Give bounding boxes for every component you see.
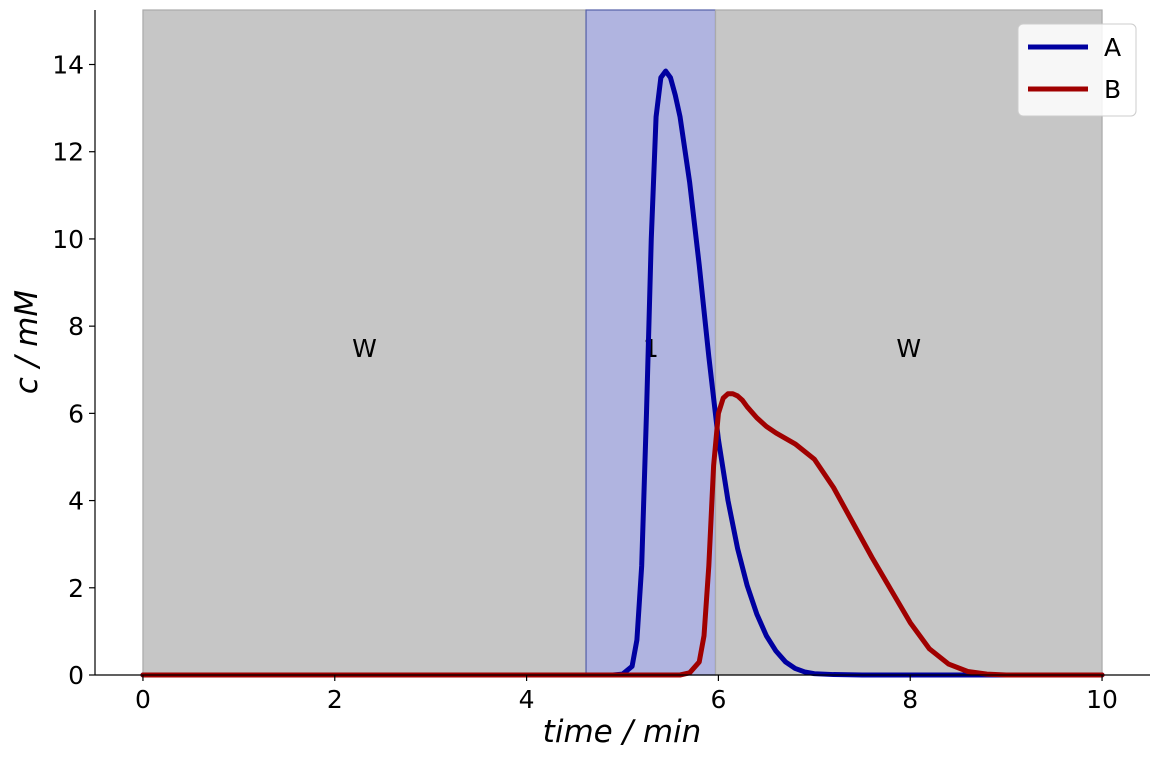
- y-ticks: 0 2 4 6 8 10 12 14: [52, 51, 95, 690]
- series-lines: [140, 68, 1105, 678]
- x-tick-label: 0: [135, 685, 151, 714]
- y-tick-label: 12: [52, 138, 84, 167]
- axes: [94, 10, 1150, 676]
- series-line-A: [140, 68, 1105, 678]
- legend: AB: [1017, 23, 1137, 117]
- y-tick-label: 0: [68, 661, 84, 690]
- y-axis-label: c / mM: [9, 290, 45, 394]
- y-tick-label: 2: [68, 574, 84, 603]
- region-0: [142, 9, 587, 676]
- x-tick-label: 4: [519, 685, 535, 714]
- x-tick-label: 10: [1086, 685, 1118, 714]
- legend-label-A: A: [1104, 33, 1121, 62]
- x-ticks: 0 2 4 6 8 10: [135, 675, 1118, 714]
- y-tick-label: 6: [68, 399, 84, 428]
- y-tick-label: 14: [52, 51, 84, 80]
- y-tick-label: 8: [68, 312, 84, 341]
- region-2: [714, 9, 1103, 676]
- series-line-B: [140, 391, 1105, 678]
- x-tick-label: 6: [710, 685, 726, 714]
- y-tick-label: 10: [52, 225, 84, 254]
- region-label-0: W: [352, 334, 377, 363]
- y-tick-label: 4: [68, 487, 84, 516]
- region-backgrounds: [142, 9, 1103, 676]
- legend-label-B: B: [1104, 75, 1121, 104]
- x-tick-label: 2: [327, 685, 343, 714]
- x-axis-label: time / min: [543, 714, 702, 750]
- region-label-2: W: [896, 334, 921, 363]
- x-tick-label: 8: [902, 685, 918, 714]
